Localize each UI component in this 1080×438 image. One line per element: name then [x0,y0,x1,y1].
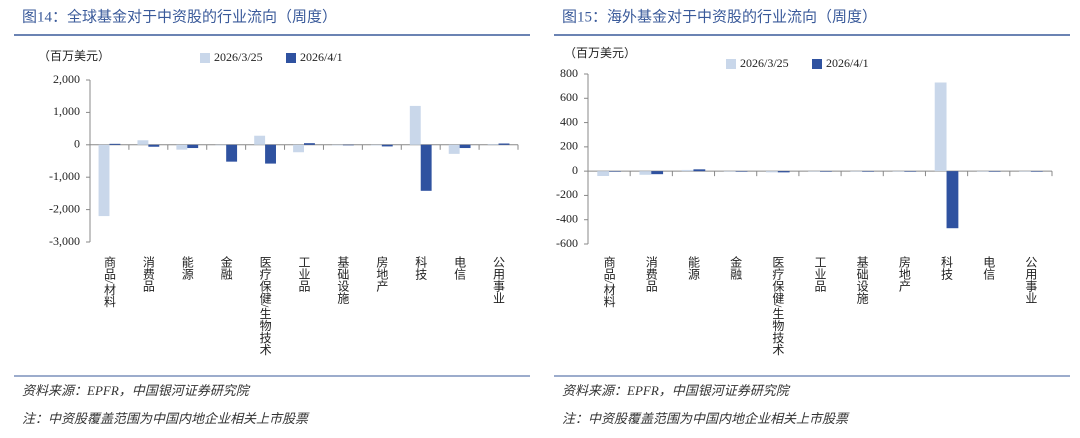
bar [1019,171,1031,172]
bar [304,143,315,145]
x-tick-label: 公用事业 [492,256,506,304]
legend-swatch [200,53,210,63]
bar [820,171,832,172]
bar [370,144,382,146]
x-tick-label: 电信 [453,256,467,281]
bar [293,144,304,153]
x-tick-label: 商品/材料 [102,255,116,308]
legend-label: 2026/3/25 [740,56,789,70]
bar [215,144,227,146]
bar [988,171,1001,172]
source: 资料来源：EPFR，中国银河证券研究院 [562,383,791,398]
chart-title: 图14：全球基金对于中资股的行业流向（周度） [22,7,337,25]
x-tick-label: 科技 [414,256,428,280]
x-tick-label: 房地产 [897,255,911,293]
x-tick-label: 基础设施 [855,256,869,304]
bar [808,171,820,172]
bar [850,171,863,172]
y-tick-label: -200 [556,187,578,201]
bar [381,144,393,147]
x-tick-label: 商品/材料 [602,255,616,308]
x-tick-label: 工业品 [297,256,311,292]
bar [777,171,790,173]
y-axis-unit: （百万美元） [564,46,636,60]
note: 注：中资股覆盖范围为中国内地企业相关上市股票 [562,411,850,426]
y-tick-label: 600 [560,90,578,104]
bar [226,144,238,162]
y-tick-label: 400 [560,114,578,128]
bar [934,82,947,172]
bar [187,144,199,149]
bar [448,144,460,154]
x-tick-label: 能源 [180,256,194,281]
y-tick-label: 800 [560,66,578,80]
legend-label: 2026/3/25 [214,50,263,64]
legend-swatch [812,59,822,69]
legend-swatch [286,53,296,63]
x-tick-label: 金融 [729,255,743,281]
legend-label: 2026/4/1 [826,56,869,70]
x-tick-label: 基础设施 [336,256,350,304]
bar [862,171,874,172]
bar [735,171,748,172]
bar [639,171,652,175]
y-tick-label: -400 [556,211,578,225]
bar [487,144,499,145]
bar [137,140,149,145]
y-tick-label: -1,000 [49,169,80,183]
bar [420,144,432,191]
y-tick-label: -3,000 [49,234,80,248]
y-tick-label: -600 [556,236,578,250]
x-tick-label: 医疗保健/生物技术 [771,256,785,355]
y-tick-label: 1,000 [53,104,80,118]
bar [409,105,421,145]
y-tick-label: 0 [572,163,578,177]
x-tick-label: 公用事业 [1024,256,1038,304]
bar [342,144,354,146]
bar [254,135,266,145]
x-tick-label: 金融 [219,255,233,281]
x-tick-label: 消费品 [644,256,658,292]
x-tick-label: 电信 [982,256,996,281]
legend-swatch [726,59,736,69]
bar [609,171,621,172]
x-tick-label: 工业品 [813,256,827,292]
bar [681,169,694,172]
bar [946,171,959,229]
y-tick-label: 2,000 [53,72,80,86]
legend-label: 2026/4/1 [300,50,343,64]
bar [1030,171,1043,172]
bar [892,171,905,172]
bar [651,171,664,175]
x-tick-label: 医疗保健/生物技术 [258,256,272,355]
bar [723,171,736,172]
x-tick-label: 科技 [940,256,954,280]
bar [766,171,778,173]
bar [597,171,610,176]
y-tick-label: -2,000 [49,201,80,215]
x-tick-label: 能源 [686,256,700,281]
bar [98,144,110,217]
bar [265,144,276,164]
source: 资料来源：EPFR，中国银河证券研究院 [22,383,251,398]
bar [693,169,706,172]
bar [976,171,989,172]
bar [904,171,917,172]
bar [332,144,343,146]
bar [176,144,188,150]
y-tick-label: 0 [74,137,80,151]
note: 注：中资股覆盖范围为中国内地企业相关上市股票 [22,411,310,426]
bar [109,143,121,145]
y-tick-label: 200 [560,139,578,153]
x-tick-label: 消费品 [141,256,155,292]
x-tick-label: 房地产 [375,255,389,293]
bar [498,143,510,145]
y-axis-unit: （百万美元） [38,49,110,63]
chart-title: 图15：海外基金对于中资股的行业流向（周度） [562,8,877,25]
bar [459,144,471,149]
bar [148,144,160,147]
